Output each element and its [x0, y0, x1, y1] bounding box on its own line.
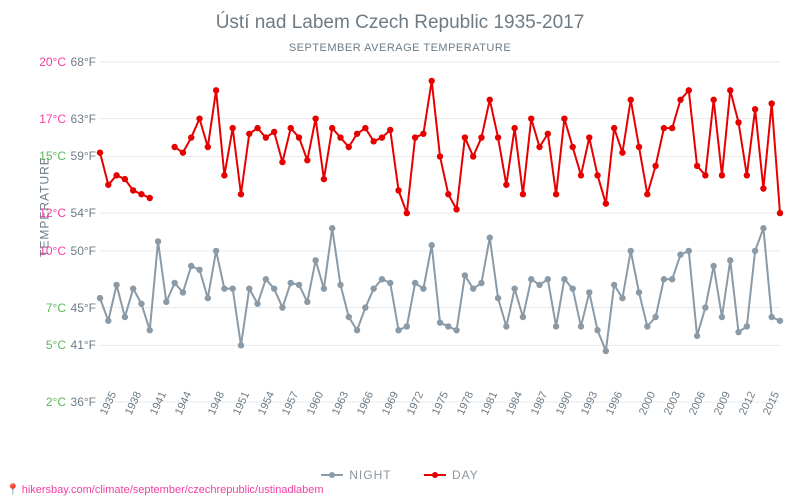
- plot-area: [100, 62, 780, 402]
- ytick-fahrenheit: 36°F: [71, 395, 96, 409]
- ytick-celsius: 12°C: [39, 206, 66, 220]
- credit: 📍hikersbay.com/climate/september/czechre…: [6, 483, 324, 496]
- credit-text: hikersbay.com/climate/september/czechrep…: [22, 484, 324, 496]
- ytick-fahrenheit: 41°F: [71, 338, 96, 352]
- ytick-celsius: 10°C: [39, 244, 66, 258]
- ytick-fahrenheit: 50°F: [71, 244, 96, 258]
- legend-item-day: DAY: [424, 468, 479, 482]
- ytick-celsius: 5°C: [46, 338, 66, 352]
- series-night: [97, 225, 783, 354]
- ytick-fahrenheit: 68°F: [71, 55, 96, 69]
- ytick-celsius: 15°C: [39, 149, 66, 163]
- legend-label-day: DAY: [452, 468, 479, 482]
- chart-title: Ústí nad Labem Czech Republic 1935-2017: [0, 12, 800, 34]
- legend-label-night: NIGHT: [349, 468, 391, 482]
- ytick-celsius: 17°C: [39, 112, 66, 126]
- series-day: [97, 78, 783, 217]
- ytick-fahrenheit: 45°F: [71, 301, 96, 315]
- chart-subtitle: SEPTEMBER AVERAGE TEMPERATURE: [0, 42, 800, 54]
- gridlines: [100, 62, 780, 402]
- ytick-fahrenheit: 59°F: [71, 149, 96, 163]
- legend-swatch-night: [321, 474, 343, 476]
- legend: NIGHT DAY: [0, 465, 800, 482]
- legend-swatch-day: [424, 474, 446, 476]
- ytick-celsius: 20°C: [39, 55, 66, 69]
- ytick-celsius: 2°C: [46, 395, 66, 409]
- ytick-fahrenheit: 54°F: [71, 206, 96, 220]
- ytick-celsius: 7°C: [46, 301, 66, 315]
- legend-item-night: NIGHT: [321, 468, 391, 482]
- chart-container: Ústí nad Labem Czech Republic 1935-2017 …: [0, 0, 800, 500]
- ytick-fahrenheit: 63°F: [71, 112, 96, 126]
- pin-icon: 📍: [6, 484, 20, 496]
- plot-svg: [100, 62, 780, 402]
